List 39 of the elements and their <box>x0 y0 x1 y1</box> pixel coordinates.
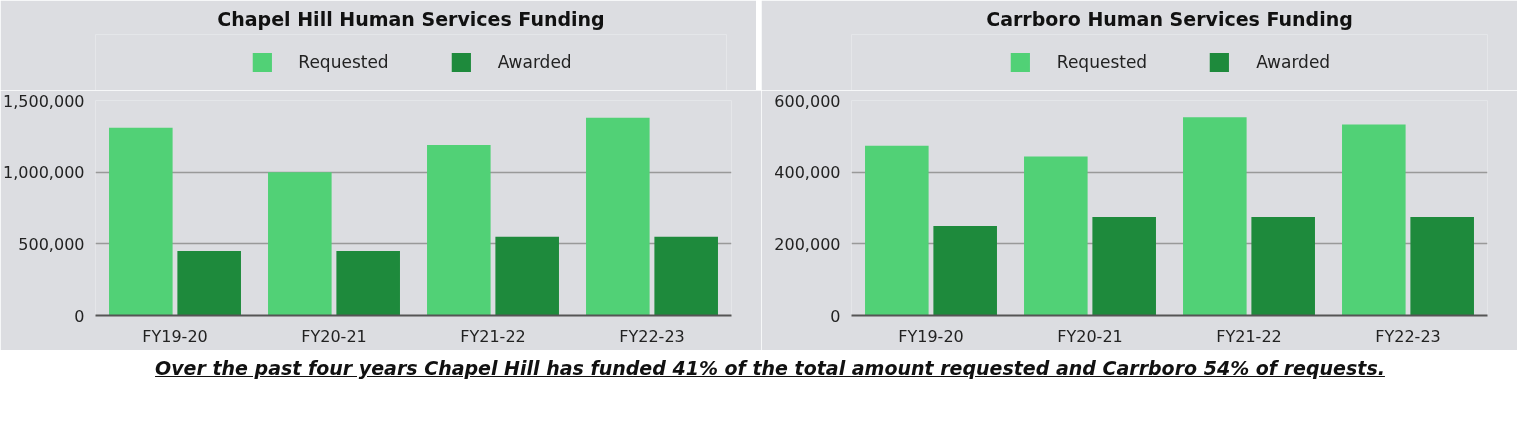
bar <box>109 127 173 316</box>
y-tick-label: 400,000 <box>774 163 841 183</box>
bar <box>427 144 491 316</box>
bar <box>336 251 400 316</box>
bar <box>654 236 718 316</box>
x-tick-label: FY19-20 <box>898 326 964 346</box>
x-tick-label: FY20-21 <box>301 326 367 346</box>
bar <box>1092 216 1156 316</box>
y-tick-label: 1,000,000 <box>3 163 85 183</box>
y-tick-label: 200,000 <box>774 234 841 254</box>
bar <box>1342 124 1406 316</box>
chart-title: Carrboro Human Services Funding <box>986 7 1353 30</box>
x-tick-label: FY20-21 <box>1057 326 1123 346</box>
bar <box>1183 117 1247 316</box>
x-tick-label: FY19-20 <box>142 326 208 346</box>
x-tick-label: FY22-23 <box>619 326 685 346</box>
y-tick-label: 500,000 <box>18 234 85 254</box>
y-tick-label: 600,000 <box>774 91 841 111</box>
bar <box>495 236 559 316</box>
bar <box>1410 216 1474 316</box>
y-tick-label: 1,500,000 <box>3 91 85 111</box>
legend-label: Awarded <box>1256 52 1331 72</box>
bar <box>586 117 650 316</box>
y-tick-label: 0 <box>74 306 85 326</box>
bar <box>865 145 929 316</box>
bar <box>1024 156 1088 316</box>
bar <box>268 172 332 316</box>
y-tick-label: 0 <box>830 306 841 326</box>
bar <box>1251 216 1315 316</box>
x-tick-label: FY22-23 <box>1375 326 1441 346</box>
legend-label: Requested <box>1056 52 1148 72</box>
legend-label: Awarded <box>497 52 572 72</box>
x-tick-label: FY21-22 <box>1216 326 1282 346</box>
bar <box>177 251 241 316</box>
chart-title: Chapel Hill Human Services Funding <box>217 7 605 30</box>
text: Over the past four years Chapel Hill has funded 41% of the total amount requested and Carrboro 54% of requests. <box>154 356 1386 381</box>
bar <box>933 225 997 316</box>
x-tick-label: FY21-22 <box>460 326 526 346</box>
legend-label: Requested <box>298 52 389 72</box>
